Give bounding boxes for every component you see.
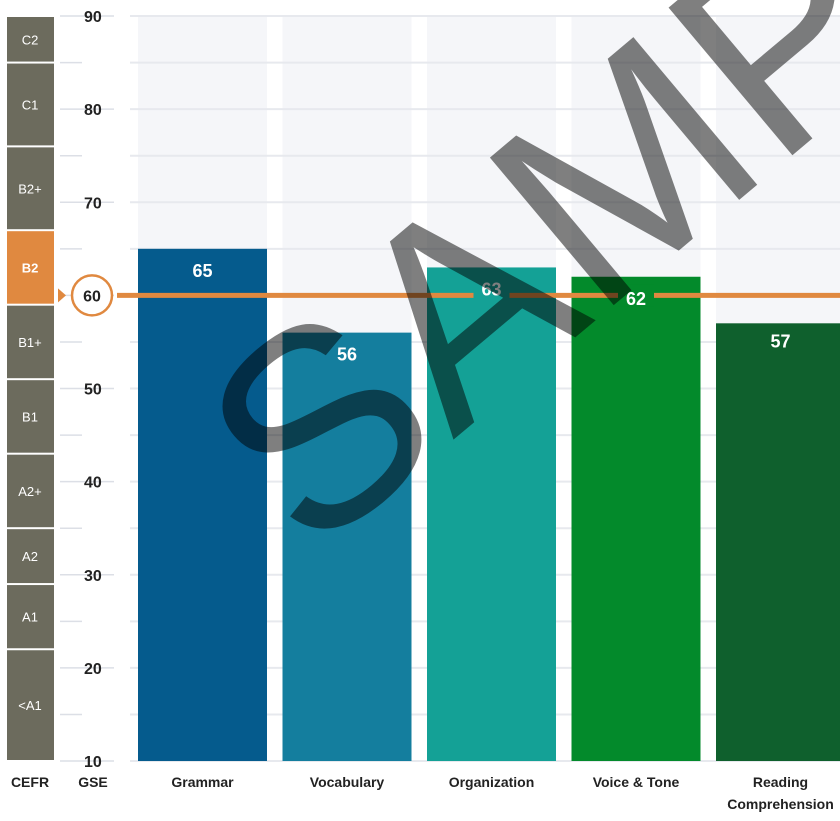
cefr-level-label: <A1 [18, 698, 42, 713]
category-label: Vocabulary [310, 774, 385, 790]
category-label: Comprehension [727, 796, 834, 812]
y-tick-label: 40 [84, 475, 102, 492]
cefr-level-label: C2 [22, 32, 39, 47]
y-tick-label: 70 [84, 195, 102, 212]
y-tick-label: 80 [84, 102, 102, 119]
cefr-level-label: A1 [22, 610, 38, 625]
category-label: Organization [449, 774, 535, 790]
y-tick-label: 90 [84, 9, 102, 26]
bar-value-label: 65 [192, 261, 212, 281]
y-tick-label: 10 [84, 754, 102, 771]
cefr-level-label: C1 [22, 97, 39, 112]
y-tick-label: 20 [84, 661, 102, 678]
y-tick-label: 30 [84, 568, 102, 585]
cefr-level-label: B1 [22, 409, 38, 424]
reference-marker-arrow [58, 288, 66, 302]
cefr-level-label: B2 [22, 260, 39, 275]
cefr-level-label: A2 [22, 549, 38, 564]
reference-value-label: 60 [83, 288, 101, 305]
bar [716, 323, 840, 761]
cefr-level-label: B1+ [18, 335, 42, 350]
bar-value-label: 57 [770, 331, 790, 351]
category-label: Reading [753, 774, 808, 790]
cefr-level-label: B2+ [18, 181, 42, 196]
cefr-axis-title: CEFR [11, 774, 49, 790]
gse-axis-title: GSE [78, 774, 108, 790]
category-label: Grammar [171, 774, 234, 790]
category-label: Voice & Tone [593, 774, 680, 790]
cefr-level-label: A2+ [18, 484, 42, 499]
y-tick-label: 50 [84, 382, 102, 399]
